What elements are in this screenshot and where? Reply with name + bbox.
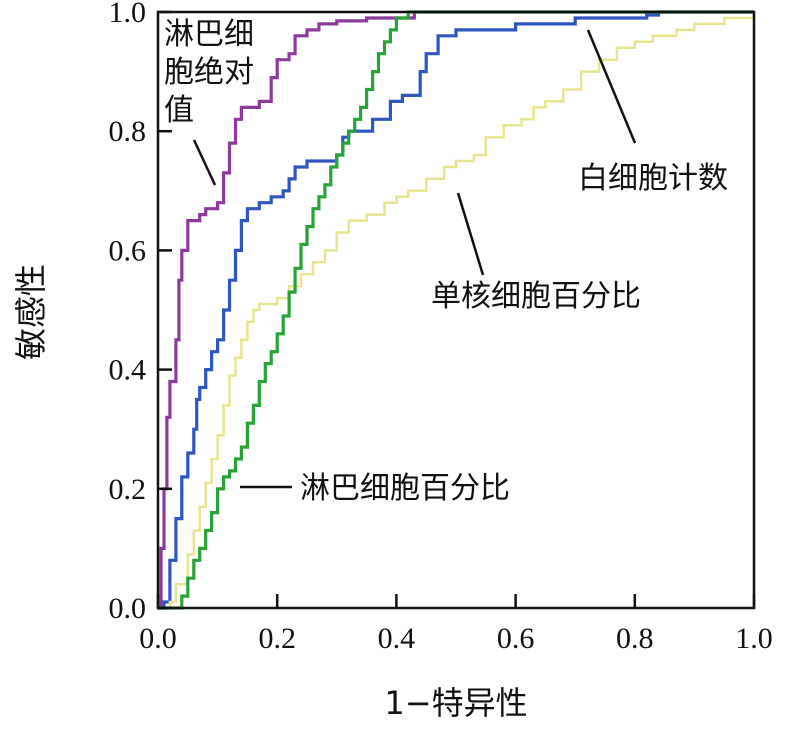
plot-frame [156, 10, 756, 610]
x-tick-label: 1.0 [735, 622, 773, 655]
axis-ticks: 0.0 0.2 0.4 0.6 0.8 1.0 0.0 0.2 0.4 0.6 0.8 1.0 [109, 0, 773, 655]
curves-layer [158, 10, 756, 610]
x-axis-title: 1−特异性 [384, 684, 527, 722]
leader-line [456, 192, 485, 276]
series-label-3: 单核细胞百分比 [431, 279, 641, 314]
x-tick-label: 0.8 [616, 622, 654, 655]
series-line-2 [158, 10, 754, 610]
x-tick-label: 0.6 [497, 622, 535, 655]
leader-line [192, 139, 217, 186]
x-tick-label: 0.2 [258, 622, 296, 655]
leader-line [586, 29, 637, 144]
y-tick-label: 0.8 [109, 115, 147, 148]
series-line-1 [158, 10, 754, 610]
series-label-2: 白细胞计数 [578, 161, 728, 196]
y-tick-label: 0.6 [109, 234, 147, 267]
plot-border [156, 10, 756, 610]
y-tick-label: 0.2 [109, 473, 147, 506]
x-tick-label: 0.4 [378, 622, 416, 655]
y-axis-title: 敏感性 [12, 264, 50, 360]
series-label-4: 淋巴细胞百分比 [300, 471, 510, 506]
y-tick-label: 0.4 [109, 354, 147, 387]
y-tick-label: 0.0 [109, 592, 147, 625]
y-tick-label: 1.0 [109, 0, 147, 29]
series-line-3 [158, 12, 756, 610]
series-line-4 [158, 10, 754, 610]
x-tick-label: 0.0 [139, 622, 177, 655]
series-label-1: 淋巴细胞绝对值 [164, 17, 254, 128]
